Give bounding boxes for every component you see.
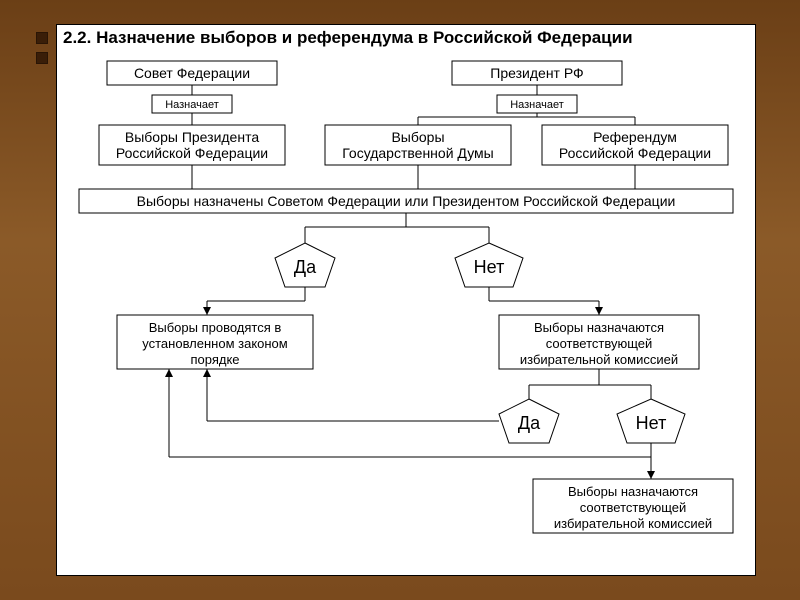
label-naz1: Назначает (165, 99, 219, 111)
label-da1: Да (294, 257, 317, 277)
node-komissiya-1: Выборы назначаются соответствующей избир… (499, 315, 699, 369)
node-vybory-prezidenta: Выборы Президента Российской Федерации (99, 125, 285, 165)
label-k13: избирательной комиссией (520, 352, 678, 367)
flowchart-svg: 2.2. Назначение выборов и референдума в … (57, 25, 755, 575)
pentagon-net-2: Нет (617, 399, 685, 443)
pentagon-da-1: Да (275, 243, 335, 287)
label-pv1: Выборы проводятся в (149, 320, 282, 335)
diagram-title: 2.2. Назначение выборов и референдума в … (63, 28, 633, 47)
label-k21: Выборы назначаются (568, 484, 698, 499)
label-decision: Выборы назначены Советом Федерации или П… (137, 193, 676, 209)
label-pv3: порядке (190, 352, 239, 367)
label-k12: соответствующей (546, 336, 653, 351)
label-vd2: Государственной Думы (342, 145, 493, 161)
list-bullet-2 (36, 52, 48, 64)
arrowhead (647, 471, 655, 479)
label-k22: соответствующей (580, 500, 687, 515)
node-naznachaet-2: Назначает (497, 95, 577, 113)
arrowhead (203, 307, 211, 315)
node-vybory-provodyatsya: Выборы проводятся в установленном законо… (117, 315, 313, 369)
diagram-panel: 2.2. Назначение выборов и референдума в … (56, 24, 756, 576)
label-president: Президент РФ (490, 65, 583, 81)
node-referendum: Референдум Российской Федерации (542, 125, 728, 165)
node-president: Президент РФ (452, 61, 622, 85)
label-ref1: Референдум (593, 129, 677, 145)
label-sovet: Совет Федерации (134, 65, 250, 81)
node-vybory-dumy: Выборы Государственной Думы (325, 125, 511, 165)
label-vp1: Выборы Президента (125, 129, 259, 145)
arrowhead (595, 307, 603, 315)
label-naz2: Назначает (510, 99, 564, 111)
label-pv2: установленном законом (142, 336, 288, 351)
label-vp2: Российской Федерации (116, 145, 268, 161)
arrowhead (203, 369, 211, 377)
arrowhead (165, 369, 173, 377)
pentagon-da-2: Да (499, 399, 559, 443)
label-net1: Нет (474, 257, 505, 277)
label-vd1: Выборы (391, 129, 444, 145)
node-decision-wide: Выборы назначены Советом Федерации или П… (79, 189, 733, 213)
pentagon-net-1: Нет (455, 243, 523, 287)
label-net2: Нет (636, 413, 667, 433)
list-bullet-1 (36, 32, 48, 44)
slide: 2.2. Назначение выборов и референдума в … (0, 0, 800, 600)
node-sovet-federacii: Совет Федерации (107, 61, 277, 85)
label-ref2: Российской Федерации (559, 145, 711, 161)
label-k11: Выборы назначаются (534, 320, 664, 335)
label-da2: Да (518, 413, 541, 433)
label-k23: избирательной комиссией (554, 516, 712, 531)
node-komissiya-2: Выборы назначаются соответствующей избир… (533, 479, 733, 533)
node-naznachaet-1: Назначает (152, 95, 232, 113)
